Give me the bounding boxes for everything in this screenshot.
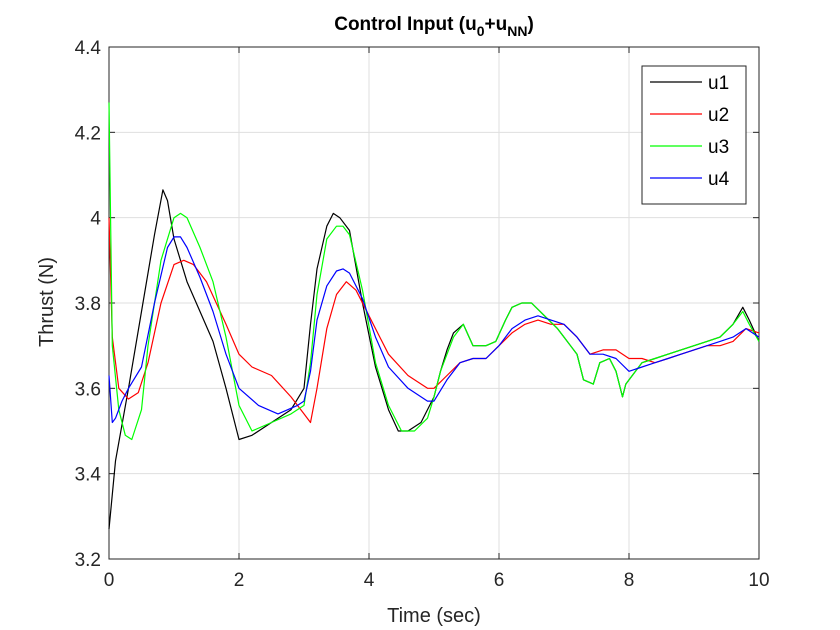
legend-label-u2: u2	[708, 105, 729, 126]
x-tick-label: 0	[104, 570, 115, 591]
x-axis-title: Time (sec)	[387, 605, 481, 627]
y-tick-label: 3.8	[75, 294, 101, 315]
x-tick-label: 2	[234, 570, 245, 591]
y-tick-label: 3.4	[75, 465, 102, 486]
legend[interactable]: u1 u2 u3 u4	[641, 65, 747, 205]
series-line-u2	[108, 217, 760, 424]
y-tick-label: 4.4	[75, 38, 102, 59]
y-tick-label: 4	[90, 209, 101, 230]
title-sub-1: 0	[477, 23, 485, 39]
title-sub-2: NN	[507, 23, 527, 39]
title-plus: +u	[485, 14, 508, 35]
legend-label-u4: u4	[708, 169, 730, 190]
legend-label-u1: u1	[708, 73, 729, 94]
x-tick-label: 8	[624, 570, 635, 591]
axis-ticks: 0 2 4 6 8 10 3.2 3.4 3.6 3.8 4 4.2 4.4	[75, 38, 770, 591]
title-close: )	[527, 14, 533, 35]
series-line-u4	[108, 236, 760, 424]
x-tick-label: 6	[494, 570, 505, 591]
series-line-u3	[108, 102, 760, 441]
x-tick-label: 4	[364, 570, 375, 591]
x-tick-label: 10	[748, 570, 769, 591]
y-tick-label: 4.2	[75, 123, 101, 144]
legend-box	[641, 65, 747, 205]
y-tick-label: 3.2	[75, 550, 101, 571]
chart-title: Control Input (u0+uNN)	[334, 14, 534, 39]
legend-label-u3: u3	[708, 137, 729, 158]
y-axis-title: Thrust (N)	[36, 257, 58, 347]
series-layer	[108, 102, 760, 530]
title-main: Control Input (u	[334, 14, 476, 35]
y-tick-label: 3.6	[75, 379, 101, 400]
